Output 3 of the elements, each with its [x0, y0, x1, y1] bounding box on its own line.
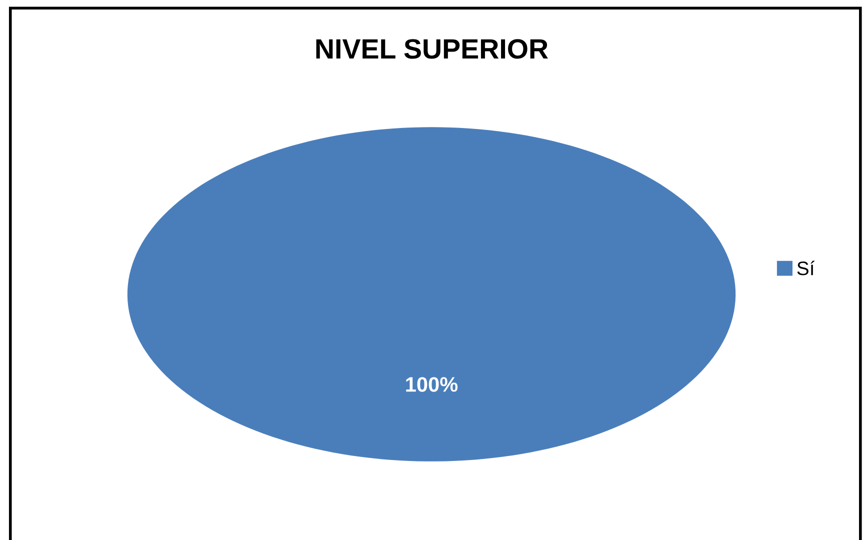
legend-label: Sí: [797, 260, 815, 276]
data-label: 100%: [406, 377, 458, 392]
chart-title: NIVEL SUPERIOR: [316, 39, 548, 59]
